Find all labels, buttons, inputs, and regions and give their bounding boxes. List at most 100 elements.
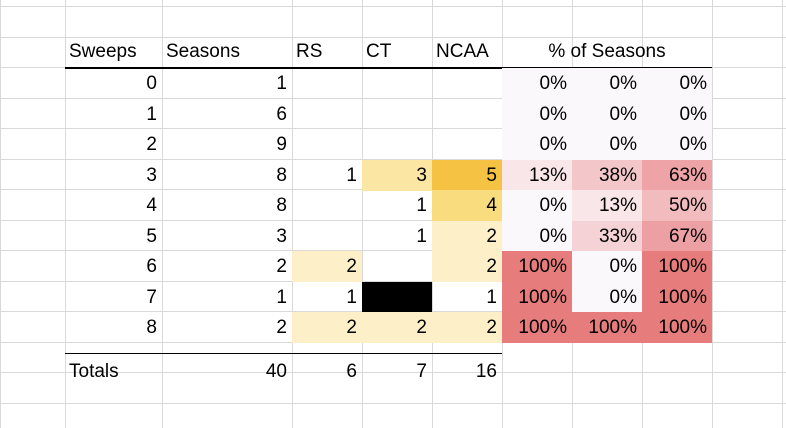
cell-pct-rs[interactable]: 0%	[502, 190, 572, 221]
cell-sweeps[interactable]: 5	[65, 221, 162, 252]
gridline	[162, 0, 163, 428]
cell-seasons[interactable]: 1	[162, 282, 292, 313]
cell-seasons[interactable]: 8	[162, 190, 292, 221]
cell-ncaa[interactable]: 1	[432, 282, 502, 313]
cell-rs[interactable]: 2	[292, 251, 362, 282]
cell-pct-ct-text: 0%	[609, 73, 637, 94]
cell-pct-ct[interactable]: 0%	[572, 251, 642, 282]
cell-pct-ncaa[interactable]: 100%	[642, 312, 712, 343]
cell-rs[interactable]	[292, 99, 362, 130]
cell-seasons-text: 8	[276, 195, 287, 216]
totals-label[interactable]: Totals	[65, 356, 162, 387]
cell-pct-ncaa[interactable]: 100%	[642, 251, 712, 282]
cell-sweeps[interactable]: 2	[65, 129, 162, 160]
cell-pct-ct[interactable]: 100%	[572, 312, 642, 343]
cell-rs[interactable]	[292, 221, 362, 252]
gridline	[362, 0, 363, 428]
cell-ncaa[interactable]: 2	[432, 251, 502, 282]
totals-rs[interactable]: 6	[292, 356, 362, 387]
cell-sweeps[interactable]: 7	[65, 282, 162, 313]
cell-pct-ncaa[interactable]: 0%	[642, 129, 712, 160]
cell-ct[interactable]	[362, 251, 432, 282]
cell-pct-ncaa[interactable]: 67%	[642, 221, 712, 252]
cell-pct-ncaa[interactable]: 100%	[642, 282, 712, 313]
cell-ct[interactable]	[362, 282, 432, 313]
cell-ct[interactable]	[362, 129, 432, 160]
cell-seasons[interactable]: 8	[162, 160, 292, 191]
cell-rs-text: 2	[346, 317, 357, 338]
totals-seasons[interactable]: 40	[162, 356, 292, 387]
cell-sweeps-text: 5	[146, 226, 157, 247]
totals-ncaa[interactable]: 16	[432, 356, 502, 387]
header-rs[interactable]: RS	[292, 37, 362, 67]
cell-sweeps[interactable]: 3	[65, 160, 162, 191]
gridline	[0, 220, 786, 221]
cell-pct-ncaa-text: 100%	[658, 317, 707, 338]
cell-pct-ct[interactable]: 0%	[572, 282, 642, 313]
cell-pct-ct[interactable]: 13%	[572, 190, 642, 221]
cell-sweeps[interactable]: 4	[65, 190, 162, 221]
cell-rs[interactable]: 2	[292, 312, 362, 343]
cell-ct[interactable]	[362, 99, 432, 130]
cell-seasons[interactable]: 1	[162, 68, 292, 99]
cell-ncaa[interactable]: 2	[432, 312, 502, 343]
cell-rs[interactable]	[292, 190, 362, 221]
cell-pct-rs[interactable]: 0%	[502, 68, 572, 99]
header-ncaa[interactable]: NCAA	[432, 37, 502, 67]
cell-pct-rs[interactable]: 100%	[502, 251, 572, 282]
header-ct[interactable]: CT	[362, 37, 432, 67]
cell-ct[interactable]: 1	[362, 221, 432, 252]
cell-rs[interactable]: 1	[292, 160, 362, 191]
cell-pct-rs[interactable]: 0%	[502, 221, 572, 252]
header-seasons[interactable]: Seasons	[162, 37, 292, 67]
cell-pct-ct[interactable]: 38%	[572, 160, 642, 191]
cell-pct-ncaa-text: 0%	[679, 73, 707, 94]
cell-ncaa[interactable]: 4	[432, 190, 502, 221]
cell-pct-rs-text: 0%	[539, 134, 567, 155]
cell-pct-ncaa[interactable]: 0%	[642, 99, 712, 130]
cell-pct-ct[interactable]: 0%	[572, 68, 642, 99]
cell-pct-rs[interactable]: 13%	[502, 160, 572, 191]
cell-pct-ncaa[interactable]: 0%	[642, 68, 712, 99]
cell-pct-ct-text: 0%	[609, 134, 637, 155]
cell-pct-rs[interactable]: 100%	[502, 312, 572, 343]
header-pct-of-seasons[interactable]: % of Seasons	[502, 37, 712, 67]
cell-rs[interactable]	[292, 68, 362, 99]
cell-ct[interactable]: 1	[362, 190, 432, 221]
cell-seasons[interactable]: 2	[162, 251, 292, 282]
cell-pct-rs[interactable]: 0%	[502, 129, 572, 160]
cell-seasons[interactable]: 2	[162, 312, 292, 343]
cell-seasons[interactable]: 3	[162, 221, 292, 252]
cell-ncaa[interactable]: 2	[432, 221, 502, 252]
totals-ct[interactable]: 7	[362, 356, 432, 387]
cell-ncaa[interactable]	[432, 68, 502, 99]
cell-pct-rs[interactable]: 0%	[502, 99, 572, 130]
cell-ct[interactable]	[362, 68, 432, 99]
cell-ncaa[interactable]	[432, 99, 502, 130]
cell-rs[interactable]	[292, 129, 362, 160]
cell-pct-ct[interactable]: 0%	[572, 129, 642, 160]
cell-rs[interactable]: 1	[292, 282, 362, 313]
totals-label-text: Totals	[69, 361, 119, 382]
cell-sweeps-text: 2	[146, 134, 157, 155]
gridline	[0, 403, 786, 404]
cell-sweeps[interactable]: 6	[65, 251, 162, 282]
cell-pct-ct[interactable]: 33%	[572, 221, 642, 252]
cell-ncaa[interactable]	[432, 129, 502, 160]
cell-sweeps[interactable]: 1	[65, 99, 162, 130]
cell-pct-rs[interactable]: 100%	[502, 282, 572, 313]
cell-pct-ncaa[interactable]: 50%	[642, 190, 712, 221]
cell-pct-ct[interactable]: 0%	[572, 99, 642, 130]
cell-pct-ncaa[interactable]: 63%	[642, 160, 712, 191]
cell-ncaa-text: 5	[486, 165, 497, 186]
cell-sweeps-text: 7	[146, 287, 157, 308]
cell-ncaa[interactable]: 5	[432, 160, 502, 191]
cell-seasons[interactable]: 9	[162, 129, 292, 160]
cell-seasons[interactable]: 6	[162, 99, 292, 130]
cell-ct[interactable]: 2	[362, 312, 432, 343]
cell-ct[interactable]: 3	[362, 160, 432, 191]
header-sweeps[interactable]: Sweeps	[65, 37, 162, 67]
cell-sweeps[interactable]: 8	[65, 312, 162, 343]
cell-sweeps[interactable]: 0	[65, 68, 162, 99]
